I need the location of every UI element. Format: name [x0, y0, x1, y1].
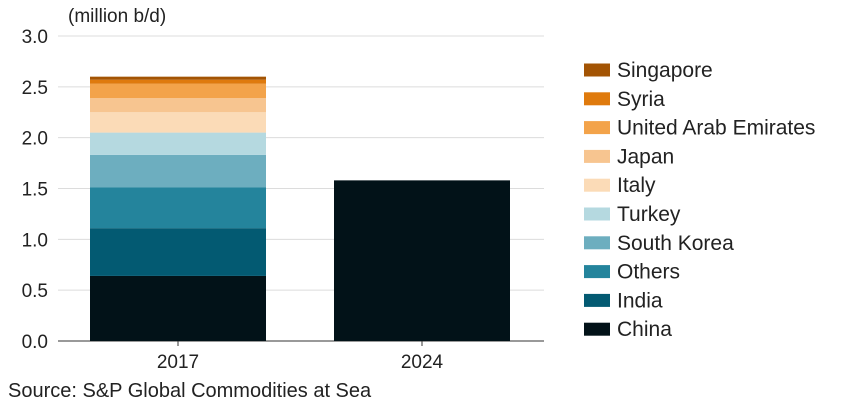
y-tick-label: 2.0 — [22, 129, 48, 150]
legend-label: Italy — [617, 174, 656, 197]
y-tick-label: 0.5 — [22, 281, 48, 302]
bar-segment — [334, 180, 510, 341]
bar-segment — [90, 187, 266, 229]
legend-label: South Korea — [617, 232, 734, 255]
legend-label: China — [617, 318, 672, 341]
legend-swatch — [584, 149, 610, 163]
legend-swatch — [584, 92, 610, 106]
legend-swatch — [584, 207, 610, 221]
legend-label: Syria — [617, 88, 665, 111]
legend-label: Turkey — [617, 203, 681, 226]
legend-label: United Arab Emirates — [617, 117, 815, 140]
x-tick-label: 2017 — [157, 352, 199, 373]
legend-label: Others — [617, 261, 680, 284]
y-tick-label: 3.0 — [22, 27, 48, 48]
bar-segment — [90, 83, 266, 99]
x-tick-label: 2024 — [401, 352, 444, 373]
bar-segment — [90, 228, 266, 276]
legend-swatch — [584, 63, 610, 77]
legend-swatch — [584, 293, 610, 307]
legend-label: India — [617, 289, 663, 312]
bar-segment — [90, 76, 266, 80]
bar-segment — [90, 112, 266, 133]
y-tick-label: 1.0 — [22, 230, 48, 251]
y-tick-label: 0.0 — [22, 332, 48, 353]
legend-label: Japan — [617, 145, 674, 168]
bar-segment — [90, 154, 266, 188]
legend-swatch — [584, 121, 610, 135]
y-tick-label: 1.5 — [22, 180, 48, 201]
y-axis-unit-label: (million b/d) — [68, 6, 167, 27]
bar-segment — [90, 98, 266, 113]
bar-segment — [90, 275, 266, 341]
legend-label: Singapore — [617, 59, 713, 82]
legend-swatch — [584, 322, 610, 336]
legend-swatch — [584, 265, 610, 279]
bar-segment — [90, 79, 266, 84]
bar-segment — [90, 132, 266, 155]
legend-swatch — [584, 178, 610, 192]
y-tick-label: 2.5 — [22, 78, 48, 99]
legend-swatch — [584, 236, 610, 250]
source-note: Source: S&P Global Commodities at Sea — [8, 380, 372, 402]
